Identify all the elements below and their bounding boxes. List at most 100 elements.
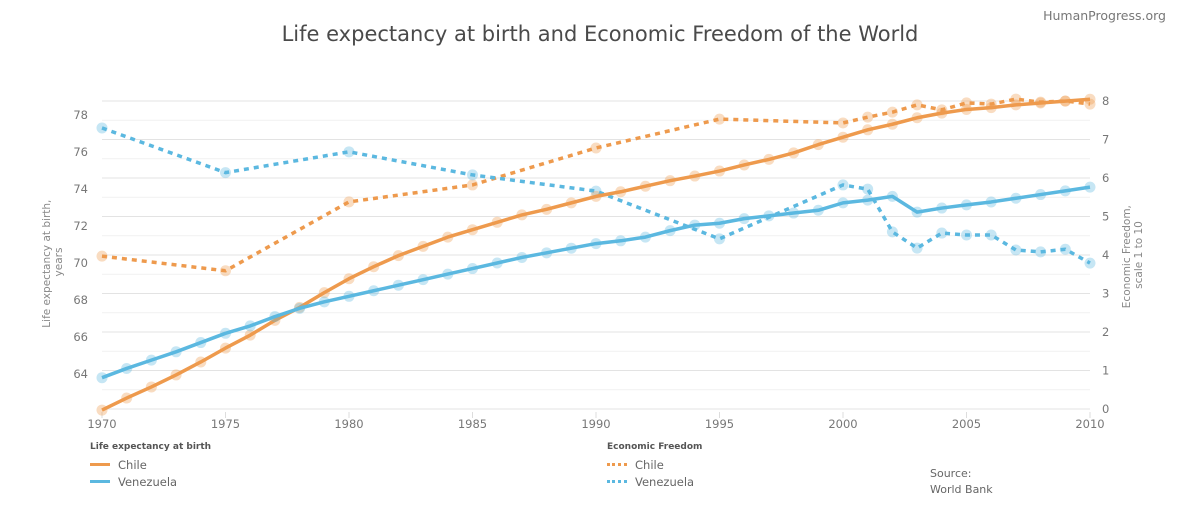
data-point-ef-venezuela-2006[interactable]: [985, 229, 997, 241]
data-point-life-chile-1979[interactable]: [318, 287, 330, 299]
data-point-life-venezuela-1980[interactable]: [343, 290, 355, 302]
legend-item-ef-chile[interactable]: Chile: [607, 456, 702, 473]
series-line-life-chile[interactable]: [101, 97, 1091, 412]
data-point-life-chile-1991[interactable]: [615, 186, 627, 198]
data-point-life-chile-1974[interactable]: [195, 356, 207, 368]
data-point-life-chile-1996[interactable]: [738, 159, 750, 171]
data-point-life-chile-2007[interactable]: [1010, 99, 1022, 111]
data-point-ef-venezuela-2003[interactable]: [911, 242, 923, 254]
data-point-life-chile-2004[interactable]: [936, 107, 948, 119]
data-point-life-chile-1997[interactable]: [763, 153, 775, 165]
data-point-life-chile-2002[interactable]: [886, 118, 898, 130]
series-line-life-venezuela[interactable]: [101, 185, 1091, 380]
series-line-ef-chile[interactable]: [101, 97, 1091, 273]
data-point-life-venezuela-1970[interactable]: [96, 372, 108, 384]
data-point-life-chile-1992[interactable]: [639, 180, 651, 192]
data-point-life-venezuela-1992[interactable]: [639, 231, 651, 243]
data-point-life-venezuela-1976[interactable]: [244, 320, 256, 332]
data-point-ef-chile-2010[interactable]: [1084, 98, 1096, 110]
data-point-ef-chile-2002[interactable]: [886, 106, 898, 118]
data-point-ef-venezuela-2010[interactable]: [1084, 257, 1096, 269]
data-point-life-venezuela-1973[interactable]: [170, 346, 182, 358]
data-point-life-chile-2000[interactable]: [837, 131, 849, 143]
data-point-life-venezuela-2005[interactable]: [961, 199, 972, 211]
data-point-life-chile-1998[interactable]: [788, 147, 800, 159]
data-point-ef-venezuela-1990[interactable]: [590, 185, 602, 197]
data-point-life-venezuela-2006[interactable]: [985, 196, 997, 208]
data-point-life-venezuela-1999[interactable]: [812, 204, 824, 216]
data-point-life-venezuela-1996[interactable]: [738, 213, 750, 225]
data-point-ef-venezuela-2002[interactable]: [886, 226, 898, 238]
data-point-life-venezuela-2007[interactable]: [1010, 192, 1022, 204]
data-point-life-venezuela-2004[interactable]: [936, 202, 948, 214]
data-point-life-venezuela-1972[interactable]: [145, 354, 157, 366]
data-point-life-venezuela-2002[interactable]: [886, 190, 898, 202]
data-point-life-chile-2006[interactable]: [985, 102, 997, 114]
series-line-ef-venezuela[interactable]: [101, 126, 1091, 265]
data-point-life-chile-1973[interactable]: [170, 369, 182, 381]
legend-item-life-venezuela[interactable]: Venezuela: [90, 473, 211, 490]
data-point-ef-venezuela-1980[interactable]: [343, 146, 355, 158]
data-point-ef-venezuela-2009[interactable]: [1059, 243, 1071, 255]
data-point-ef-venezuela-1975[interactable]: [220, 167, 231, 179]
data-point-ef-chile-2005[interactable]: [961, 97, 972, 109]
data-point-life-venezuela-1989[interactable]: [565, 242, 577, 254]
data-point-life-chile-2001[interactable]: [862, 124, 874, 136]
data-point-life-chile-1982[interactable]: [392, 250, 404, 262]
data-point-ef-chile-1980[interactable]: [343, 196, 355, 208]
data-point-life-chile-1995[interactable]: [714, 165, 725, 177]
data-point-life-venezuela-1975[interactable]: [220, 327, 231, 339]
data-point-life-venezuela-2010[interactable]: [1084, 181, 1096, 193]
data-point-life-chile-2008[interactable]: [1035, 97, 1047, 109]
data-point-life-venezuela-1971[interactable]: [121, 362, 133, 374]
data-point-life-chile-1999[interactable]: [812, 139, 824, 151]
legend-item-ef-venezuela[interactable]: Venezuela: [607, 473, 702, 490]
data-point-life-chile-1981[interactable]: [368, 261, 380, 273]
data-point-life-chile-1993[interactable]: [664, 175, 676, 187]
data-point-life-chile-2005[interactable]: [961, 103, 972, 115]
data-point-life-chile-1972[interactable]: [145, 381, 157, 393]
data-point-life-venezuela-1983[interactable]: [417, 274, 429, 286]
data-point-ef-venezuela-1985[interactable]: [467, 169, 478, 181]
brand-label[interactable]: HumanProgress.org: [1043, 8, 1166, 23]
data-point-ef-chile-1995[interactable]: [714, 113, 725, 125]
data-point-ef-venezuela-2004[interactable]: [936, 227, 948, 239]
data-point-life-venezuela-1982[interactable]: [392, 279, 404, 291]
data-point-life-venezuela-1977[interactable]: [269, 311, 281, 323]
data-point-life-venezuela-1984[interactable]: [442, 268, 454, 280]
data-point-ef-chile-2003[interactable]: [911, 99, 923, 111]
data-point-life-chile-2009[interactable]: [1059, 95, 1071, 107]
data-point-life-chile-1980[interactable]: [343, 273, 355, 285]
data-point-life-chile-1971[interactable]: [121, 392, 133, 404]
data-point-life-venezuela-1985[interactable]: [467, 263, 478, 275]
data-point-life-venezuela-1974[interactable]: [195, 337, 207, 349]
data-point-life-chile-1983[interactable]: [417, 240, 429, 252]
data-point-life-venezuela-1990[interactable]: [590, 238, 602, 250]
data-point-ef-venezuela-1995[interactable]: [714, 233, 725, 245]
data-point-life-venezuela-1994[interactable]: [689, 219, 701, 231]
data-point-ef-chile-1985[interactable]: [467, 179, 478, 191]
data-point-ef-chile-2001[interactable]: [862, 111, 874, 123]
data-point-life-venezuela-1991[interactable]: [615, 235, 627, 247]
data-point-life-chile-1976[interactable]: [244, 329, 256, 341]
data-point-ef-chile-2000[interactable]: [837, 117, 849, 129]
data-point-life-venezuela-2000[interactable]: [837, 197, 849, 209]
data-point-life-venezuela-2008[interactable]: [1035, 189, 1047, 201]
data-point-life-venezuela-1987[interactable]: [516, 251, 528, 263]
data-point-ef-venezuela-2001[interactable]: [862, 183, 874, 195]
legend-item-life-chile[interactable]: Chile: [90, 456, 211, 473]
data-point-life-venezuela-1995[interactable]: [714, 217, 725, 229]
data-point-life-chile-1986[interactable]: [491, 216, 503, 228]
data-point-life-chile-2010[interactable]: [1084, 93, 1096, 105]
data-point-life-chile-2003[interactable]: [911, 112, 923, 124]
data-point-life-chile-1970[interactable]: [96, 404, 108, 416]
data-point-life-venezuela-1979[interactable]: [318, 296, 330, 308]
data-point-life-chile-1989[interactable]: [565, 197, 577, 209]
data-point-ef-venezuela-2000[interactable]: [837, 179, 849, 191]
data-point-ef-venezuela-1970[interactable]: [96, 122, 108, 134]
data-point-life-chile-1984[interactable]: [442, 231, 454, 243]
data-point-ef-venezuela-2007[interactable]: [1010, 244, 1022, 256]
data-point-life-venezuela-1978[interactable]: [294, 302, 306, 314]
data-point-ef-venezuela-2005[interactable]: [961, 229, 972, 241]
data-point-life-venezuela-1997[interactable]: [763, 210, 775, 222]
